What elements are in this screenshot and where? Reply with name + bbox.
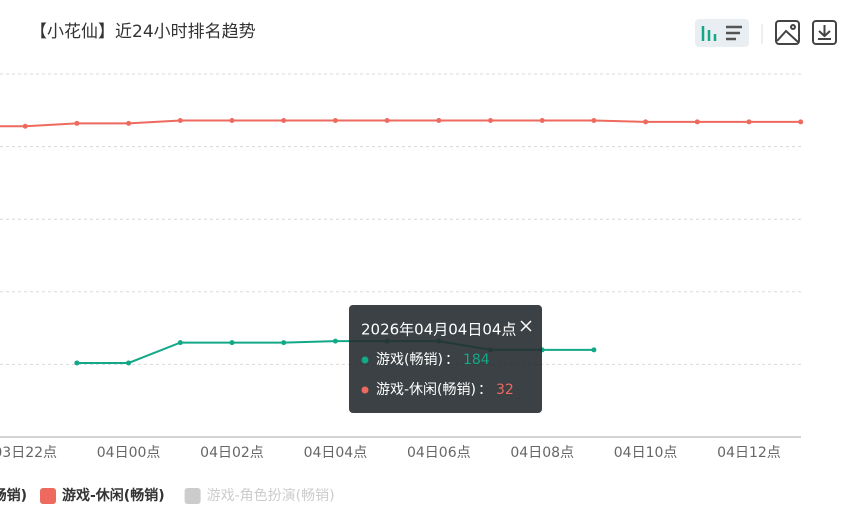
tooltip-value: 32	[496, 382, 514, 398]
image-icon[interactable]	[775, 20, 800, 45]
tooltip-dot	[361, 356, 369, 364]
data-point	[126, 360, 132, 366]
data-point	[332, 117, 338, 123]
data-point	[177, 340, 183, 346]
x-tick-label: 04日12点	[717, 445, 781, 461]
data-point	[229, 117, 235, 123]
x-tick-label: 04日06点	[407, 445, 471, 461]
data-point	[488, 117, 493, 123]
tooltip-dot	[361, 386, 369, 394]
x-tick-label: 04日02点	[200, 445, 264, 461]
data-point	[22, 123, 28, 129]
x-tick-label: 04日04点	[304, 445, 368, 461]
data-point	[332, 338, 338, 344]
x-tick-label: 03日22点	[0, 445, 57, 461]
tooltip-series-name: 游戏-休闲(畅销)	[376, 382, 476, 398]
data-point	[281, 340, 287, 346]
tooltip-series-name: 游戏(畅销)	[376, 352, 443, 368]
data-point	[177, 117, 183, 123]
chart-title: 【小花仙】近24小时排名趋势	[30, 22, 256, 42]
list-view-icon[interactable]	[726, 25, 742, 41]
tooltip-colon: ：	[445, 352, 459, 368]
data-point	[74, 120, 80, 126]
tooltip-colon: ：	[478, 382, 492, 398]
bar-view-icon[interactable]	[701, 26, 717, 41]
tooltip-title: 2026年04月04日04点	[361, 321, 516, 339]
plot: 03日22点 04日00点 04日02点 04日04点 04日06点 04日08点 04日1…	[0, 73, 804, 461]
data-point	[591, 117, 597, 123]
legend-swatch[interactable]	[40, 488, 56, 504]
x-tick-label: 04日10点	[614, 445, 678, 461]
tooltip-close[interactable]	[520, 320, 532, 332]
toolbar[interactable]	[695, 19, 837, 47]
data-point	[436, 117, 442, 123]
data-point	[281, 117, 287, 123]
x-tick-label: 04日08点	[510, 445, 574, 461]
data-point	[384, 117, 390, 123]
download-icon[interactable]	[812, 20, 837, 45]
x-tick-label: 04日00点	[97, 445, 161, 461]
data-point	[746, 119, 752, 125]
series-line	[0, 119, 801, 128]
legend-label[interactable]: 游戏(畅销)	[0, 487, 27, 504]
data-point	[539, 117, 545, 123]
tooltip-box	[349, 305, 542, 413]
data-point	[798, 119, 804, 125]
data-point	[74, 360, 80, 366]
legend[interactable]: 游戏(畅销) 游戏-休闲(畅销) 游戏-角色扮演(畅销)	[0, 487, 335, 504]
legend-label[interactable]: 游戏-角色扮演(畅销)	[207, 487, 335, 504]
data-point	[591, 347, 597, 353]
data-point	[643, 119, 649, 125]
legend-swatch[interactable]	[184, 488, 201, 504]
data-point	[694, 119, 700, 125]
data-point	[229, 340, 235, 346]
data-point	[126, 120, 132, 126]
legend-label[interactable]: 游戏-休闲(畅销)	[62, 487, 165, 504]
tooltip-value: 184	[463, 352, 490, 368]
